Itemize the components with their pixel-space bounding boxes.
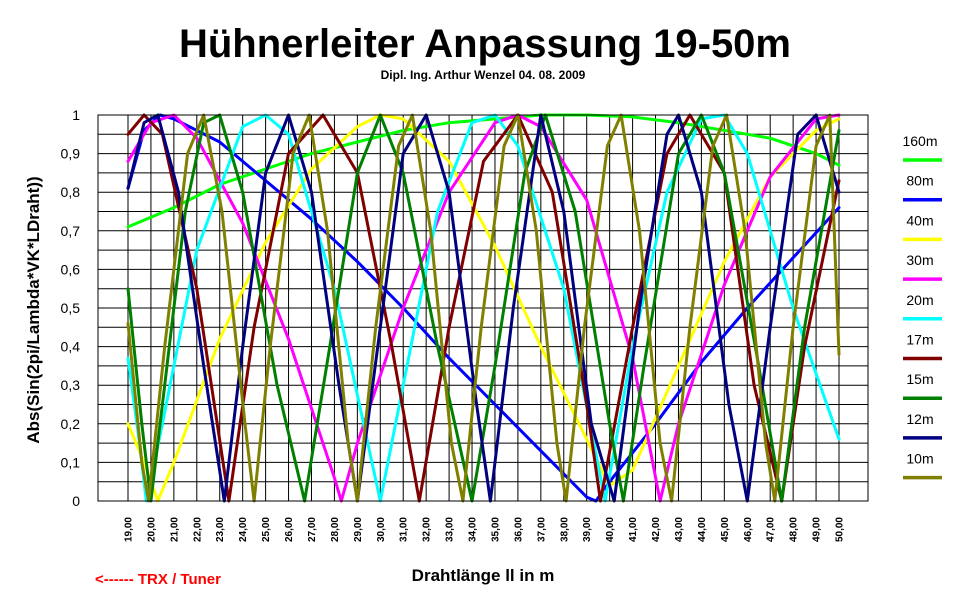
x-tick-label: 46,00: [743, 517, 754, 542]
x-tick-label: 25,00: [261, 517, 272, 542]
x-tick-label: 47,00: [766, 517, 777, 542]
legend-label: 15m: [906, 371, 933, 387]
series-line-40m: [126, 113, 841, 503]
y-tick-label: 0,1: [61, 454, 81, 470]
x-tick-label: 38,00: [559, 517, 570, 542]
x-tick-label: 34,00: [468, 517, 479, 542]
legend-label: 20m: [906, 292, 933, 308]
plot-frame: [97, 114, 869, 502]
series-line-12m: [126, 113, 841, 503]
y-tick-labels: 0 0,1 0,2 0,3 0,4 0,5 0,6 0,7 0,8 0,9 1: [61, 107, 81, 509]
y-tick-label: 0,9: [61, 146, 81, 162]
y-tick-label: 0,3: [61, 377, 81, 393]
x-tick-label: 40,00: [605, 517, 616, 542]
series-line-160m: [126, 113, 841, 229]
y-tick-label: 1: [72, 107, 80, 123]
y-axis-label: Abs(Sin(2pi/Lambda*VK*LDraht)): [24, 176, 43, 443]
x-tick-label: 19,00: [124, 517, 135, 542]
y-tick-label: 0,8: [61, 184, 81, 200]
y-tick-label: 0,2: [61, 416, 81, 432]
legend: 160m 80m 40m 30m 20m 17m 15m 12m 10m: [902, 133, 942, 480]
x-tick-label: 29,00: [353, 517, 364, 542]
legend-label: 30m: [906, 252, 933, 268]
x-tick-label: 42,00: [651, 517, 662, 542]
x-axis-label: Drahtlänge ll in m: [412, 566, 555, 585]
legend-label: 10m: [906, 451, 933, 467]
x-tick-label: 26,00: [284, 517, 295, 542]
trx-tuner-annotation: <------ TRX / Tuner: [95, 571, 221, 588]
x-tick-label: 22,00: [192, 517, 203, 542]
x-tick-labels: 19,00 20,00 21,00 22,00 23,00 24,00 25,00 26,00…: [124, 517, 846, 542]
x-tick-label: 35,00: [490, 517, 501, 542]
x-tick-label: 49,00: [812, 517, 823, 542]
y-tick-label: 0,5: [61, 300, 81, 316]
x-tick-label: 41,00: [628, 517, 639, 542]
legend-label: 40m: [906, 212, 933, 228]
y-tick-label: 0,6: [61, 261, 81, 277]
y-tick-label: 0: [72, 493, 80, 509]
x-tick-label: 21,00: [169, 517, 180, 542]
y-tick-label: 0,4: [61, 339, 81, 355]
x-tick-label: 28,00: [330, 517, 341, 542]
x-tick-label: 36,00: [513, 517, 524, 542]
x-tick-label: 48,00: [789, 517, 800, 542]
x-tick-label: 27,00: [307, 517, 318, 542]
x-tick-label: 45,00: [720, 517, 731, 542]
x-tick-label: 32,00: [422, 517, 433, 542]
series-line-30m: [126, 113, 841, 503]
x-tick-label: 31,00: [399, 517, 410, 542]
x-tick-label: 43,00: [674, 517, 685, 542]
legend-label: 80m: [906, 173, 933, 189]
x-tick-label: 30,00: [376, 517, 387, 542]
legend-label: 160m: [902, 133, 937, 149]
legend-label: 17m: [906, 332, 933, 348]
chart-subtitle: Dipl. Ing. Arthur Wenzel 04. 08. 2009: [381, 68, 586, 82]
x-tick-label: 33,00: [445, 517, 456, 542]
legend-label: 12m: [906, 411, 933, 427]
x-tick-label: 23,00: [215, 517, 226, 542]
x-tick-label: 44,00: [697, 517, 708, 542]
x-tick-label: 20,00: [146, 517, 157, 542]
x-tick-label: 37,00: [536, 517, 547, 542]
x-tick-label: 50,00: [835, 517, 846, 542]
x-tick-label: 24,00: [238, 517, 249, 542]
y-tick-label: 0,7: [61, 223, 81, 239]
x-tick-label: 39,00: [582, 517, 593, 542]
chart-title: Hühnerleiter Anpassung 19-50m: [179, 22, 791, 66]
series-line-15m: [126, 113, 841, 503]
